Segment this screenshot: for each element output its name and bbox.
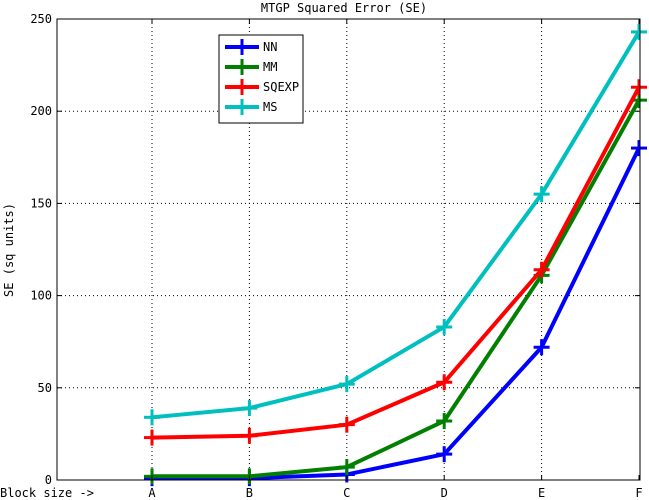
data-point-ms — [241, 400, 258, 417]
plot-area — [57, 19, 640, 480]
plot-frame — [56, 18, 641, 481]
y-tick-label: 200 — [30, 104, 52, 118]
legend-item-ms: MS — [225, 99, 277, 115]
data-point-sqexp — [533, 261, 550, 278]
y-tick-label: 100 — [30, 289, 52, 303]
y-tick-label: 150 — [30, 196, 52, 210]
x-tick-label: C — [343, 486, 350, 500]
x-axis-label: Block size -> — [0, 486, 94, 500]
chart-title: MTGP Squared Error (SE) — [261, 1, 427, 15]
legend-label: MM — [263, 60, 277, 74]
data-point-sqexp — [241, 427, 258, 444]
x-tick-label: F — [635, 486, 642, 500]
data-point-sqexp — [631, 79, 647, 96]
data-point-ms — [533, 186, 550, 203]
data-point-sqexp — [436, 374, 453, 391]
legend-label: SQEXP — [263, 80, 299, 94]
y-tick-label: 50 — [38, 381, 52, 395]
legend-item-mm: MM — [225, 59, 277, 75]
legend-item-nn: NN — [225, 39, 277, 55]
series-line-sqexp — [151, 86, 641, 440]
x-tick-label: A — [148, 486, 156, 500]
x-tick-label: D — [441, 486, 448, 500]
data-point-ms — [631, 23, 647, 40]
series-line-mm — [152, 99, 641, 479]
data-point-mm — [338, 459, 355, 476]
data-point-ms — [144, 409, 160, 426]
data-point-nn — [533, 339, 550, 356]
data-point-mm — [436, 412, 453, 429]
data-point-sqexp — [338, 416, 355, 433]
y-axis: 0 50 100 150 200 250 — [30, 12, 640, 487]
legend: NN MM SQEXP MS — [218, 34, 304, 124]
data-point-sqexp — [144, 429, 160, 446]
y-tick-label: 250 — [30, 12, 52, 26]
data-point-nn — [436, 446, 453, 463]
data-point-ms — [338, 376, 355, 393]
series-line-ms — [151, 30, 641, 420]
data-point-nn — [631, 140, 647, 157]
data-point-ms — [436, 318, 453, 335]
legend-item-sqexp: SQEXP — [225, 79, 299, 95]
legend-label: NN — [263, 40, 277, 54]
legend-label: MS — [263, 100, 277, 114]
x-tick-label: E — [538, 486, 545, 500]
x-axis: A B C D E F — [148, 19, 643, 500]
x-tick-label: B — [246, 486, 253, 500]
y-tick-label: 0 — [45, 473, 52, 487]
y-axis-label: SE (sq units) — [2, 203, 16, 297]
